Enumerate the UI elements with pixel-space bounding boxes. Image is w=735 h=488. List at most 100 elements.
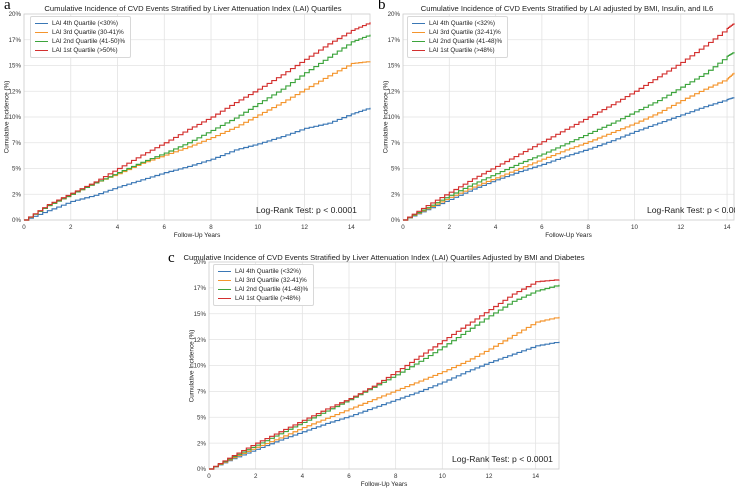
plot-frame bbox=[208, 261, 560, 470]
legend-swatch bbox=[35, 32, 48, 33]
legend-item: LAI 1st Quartile (>50%) bbox=[35, 46, 125, 55]
x-tick-label: 4 bbox=[301, 473, 305, 480]
y-tick-label: 10% bbox=[9, 114, 22, 121]
x-tick-label: 12 bbox=[677, 224, 684, 231]
legend: LAI 4th Quartile (<32%) LAI 3rd Quartile … bbox=[407, 16, 509, 58]
log-rank-annotation: Log-Rank Test: p < 0.0001 bbox=[647, 205, 735, 215]
x-tick-label: 0 bbox=[401, 224, 405, 231]
legend-swatch bbox=[412, 41, 425, 42]
x-tick-label: 10 bbox=[439, 473, 446, 480]
y-tick-label: 2% bbox=[12, 191, 21, 198]
legend-label: LAI 2nd Quartile (41-50)% bbox=[52, 38, 126, 45]
legend-swatch bbox=[35, 50, 48, 51]
y-axis-label: Cumulative Incidence (%) bbox=[188, 329, 196, 402]
legend-label: LAI 4th Quartile (<30%) bbox=[52, 20, 118, 27]
x-tick-label: 12 bbox=[486, 473, 493, 480]
legend-label: LAI 3rd Quartile (30-41)% bbox=[52, 29, 124, 36]
legend-label: LAI 3rd Quartile (32-41)% bbox=[235, 277, 307, 284]
legend-item: LAI 3rd Quartile (30-41)% bbox=[35, 28, 125, 37]
y-tick-label: 20% bbox=[388, 11, 401, 18]
legend-label: LAI 2nd Quartile (41-48)% bbox=[429, 38, 503, 45]
x-axis-label: Follow-Up Years bbox=[360, 481, 408, 488]
y-tick-label: 20% bbox=[9, 11, 22, 18]
x-tick-label: 14 bbox=[532, 473, 539, 480]
chart-title: Cumulative Incidence of CVD Events Strat… bbox=[183, 253, 585, 262]
series-line-4 bbox=[24, 22, 371, 221]
x-tick-label: 8 bbox=[394, 473, 398, 480]
y-tick-label: 7% bbox=[197, 389, 206, 396]
panel-letter: a bbox=[4, 0, 11, 13]
x-tick-label: 2 bbox=[448, 224, 452, 231]
legend-swatch bbox=[218, 271, 231, 272]
legend-item: LAI 2nd Quartile (41-48)% bbox=[218, 285, 308, 294]
x-tick-label: 12 bbox=[301, 224, 308, 231]
series-line-2 bbox=[403, 72, 735, 221]
y-tick-label: 2% bbox=[391, 191, 400, 198]
legend-swatch bbox=[412, 32, 425, 33]
legend-item: LAI 2nd Quartile (41-48)% bbox=[412, 37, 502, 46]
legend-item: LAI 4th Quartile (<30%) bbox=[35, 19, 125, 28]
x-tick-label: 6 bbox=[347, 473, 351, 480]
series-line-1 bbox=[209, 341, 560, 470]
series-line-2 bbox=[209, 316, 560, 470]
log-rank-annotation: Log-Rank Test: p < 0.0001 bbox=[452, 454, 553, 464]
y-tick-label: 5% bbox=[197, 414, 206, 421]
x-tick-label: 8 bbox=[586, 224, 590, 231]
panel-letter: c bbox=[168, 250, 175, 266]
x-tick-label: 14 bbox=[724, 224, 731, 231]
panel-letter: b bbox=[378, 0, 386, 13]
x-tick-label: 4 bbox=[494, 224, 498, 231]
chart-panel-b: 0% 2% 5% 7% 10% 12% 15% 17% 20% 0 2 4 6 8 10 12 14 b Cum… bbox=[377, 0, 735, 244]
y-tick-label: 12% bbox=[194, 337, 207, 344]
legend-item: LAI 4th Quartile (<32%) bbox=[412, 19, 502, 28]
y-tick-label: 7% bbox=[12, 140, 21, 147]
x-axis-label: Follow-Up Years bbox=[545, 232, 592, 239]
y-tick-label: 17% bbox=[194, 285, 207, 292]
legend-item: LAI 1st Quartile (>48%) bbox=[412, 46, 502, 55]
x-tick-label: 14 bbox=[348, 224, 355, 231]
x-tick-label: 8 bbox=[209, 224, 213, 231]
x-tick-label: 0 bbox=[22, 224, 26, 231]
y-tick-label: 20% bbox=[194, 259, 207, 266]
legend-item: LAI 1st Quartile (>48%) bbox=[218, 294, 308, 303]
series-line-1 bbox=[24, 107, 371, 221]
chart-title: Cumulative Incidence of CVD Events Strat… bbox=[420, 4, 714, 13]
legend-label: LAI 1st Quartile (>50%) bbox=[52, 47, 118, 54]
legend-label: LAI 1st Quartile (>48%) bbox=[235, 295, 301, 302]
y-tick-label: 12% bbox=[9, 88, 22, 95]
series-line-4 bbox=[403, 23, 735, 221]
legend-swatch bbox=[35, 23, 48, 24]
legend-label: LAI 3rd Quartile (32-41)% bbox=[429, 29, 501, 36]
y-tick-label: 15% bbox=[194, 311, 207, 318]
y-tick-label: 10% bbox=[388, 114, 401, 121]
series-line-3 bbox=[209, 284, 560, 470]
y-tick-label: 0% bbox=[12, 217, 21, 224]
x-tick-label: 10 bbox=[631, 224, 638, 231]
x-tick-label: 6 bbox=[163, 224, 167, 231]
y-tick-label: 5% bbox=[391, 166, 400, 173]
plot-frame bbox=[402, 13, 735, 221]
series-line-3 bbox=[403, 52, 735, 221]
chart-panel-c: 0% 2% 5% 7% 10% 12% 15% 17% 20% 0 2 4 6 8 10 12 14 c Cum… bbox=[166, 250, 585, 488]
x-tick-label: 2 bbox=[254, 473, 258, 480]
y-axis-label: Cumulative Incidence (%) bbox=[382, 80, 390, 154]
plot-frame bbox=[23, 13, 371, 221]
series-line-4 bbox=[209, 279, 560, 470]
series-line-3 bbox=[24, 34, 371, 221]
legend-swatch bbox=[412, 23, 425, 24]
legend-label: LAI 4th Quartile (<32%) bbox=[429, 20, 495, 27]
legend-swatch bbox=[412, 50, 425, 51]
legend-label: LAI 4th Quartile (<32%) bbox=[235, 268, 301, 275]
legend-item: LAI 2nd Quartile (41-50)% bbox=[35, 37, 125, 46]
y-tick-label: 0% bbox=[391, 217, 400, 224]
legend: LAI 4th Quartile (<32%) LAI 3rd Quartile … bbox=[213, 264, 315, 306]
legend-item: LAI 4th Quartile (<32%) bbox=[218, 267, 308, 276]
legend: LAI 4th Quartile (<30%) LAI 3rd Quartile … bbox=[30, 16, 132, 58]
chart-title: Cumulative Incidence of CVD Events Strat… bbox=[44, 4, 342, 13]
y-tick-label: 15% bbox=[9, 63, 22, 70]
y-tick-label: 2% bbox=[197, 440, 206, 447]
x-axis-label: Follow-Up Years bbox=[173, 232, 221, 239]
x-tick-label: 6 bbox=[540, 224, 544, 231]
legend-item: LAI 3rd Quartile (32-41)% bbox=[412, 28, 502, 37]
y-tick-label: 5% bbox=[12, 166, 21, 173]
